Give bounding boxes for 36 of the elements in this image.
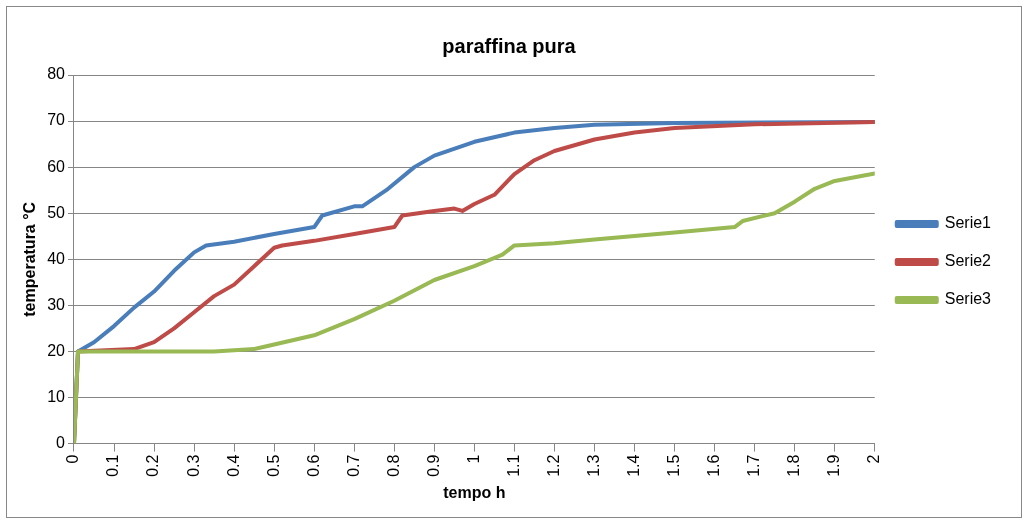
x-tick-label: 0 bbox=[64, 454, 82, 464]
x-tick-label: 1.4 bbox=[624, 454, 642, 477]
y-tick-label: 80 bbox=[47, 65, 66, 83]
x-tick-label: 1.6 bbox=[705, 454, 723, 477]
chart-title: paraffina pura bbox=[442, 34, 577, 57]
y-tick-label: 0 bbox=[56, 433, 66, 451]
x-tick-label: 0.4 bbox=[224, 454, 242, 477]
legend-label: Serie1 bbox=[944, 214, 992, 232]
y-tick-label: 30 bbox=[47, 295, 66, 313]
x-tick-label: 1 bbox=[464, 454, 482, 464]
x-tick-label: 0.7 bbox=[344, 454, 362, 477]
x-tick-label: 1.8 bbox=[785, 454, 803, 477]
x-tick-label: 0.1 bbox=[104, 454, 122, 477]
y-axis-title: temperatura °C bbox=[21, 201, 39, 317]
x-axis-title: tempo h bbox=[443, 483, 506, 501]
y-tick-label: 10 bbox=[47, 387, 66, 405]
x-tick-label: 0.5 bbox=[264, 454, 282, 477]
x-tick-label: 1.9 bbox=[825, 454, 843, 477]
x-tick-label: 2 bbox=[865, 454, 883, 464]
y-tick-label: 40 bbox=[47, 249, 66, 267]
legend-label: Serie3 bbox=[944, 290, 992, 308]
y-tick-label: 70 bbox=[47, 111, 66, 129]
legend-label: Serie2 bbox=[944, 252, 992, 270]
x-tick-label: 0.6 bbox=[304, 454, 322, 477]
x-tick-label: 1.3 bbox=[584, 454, 602, 477]
y-tick-label: 60 bbox=[47, 157, 66, 175]
x-tick-label: 1.2 bbox=[544, 454, 562, 477]
x-tick-label: 1.5 bbox=[664, 454, 682, 477]
x-tick-label: 0.3 bbox=[184, 454, 202, 477]
x-tick-label: 0.8 bbox=[384, 454, 402, 477]
y-tick-label: 50 bbox=[47, 203, 66, 221]
x-tick-label: 1.7 bbox=[745, 454, 763, 477]
x-tick-label: 0.2 bbox=[144, 454, 162, 477]
x-tick-label: 0.9 bbox=[424, 454, 442, 477]
x-tick-label: 1.1 bbox=[504, 454, 522, 477]
y-tick-label: 20 bbox=[47, 341, 66, 359]
